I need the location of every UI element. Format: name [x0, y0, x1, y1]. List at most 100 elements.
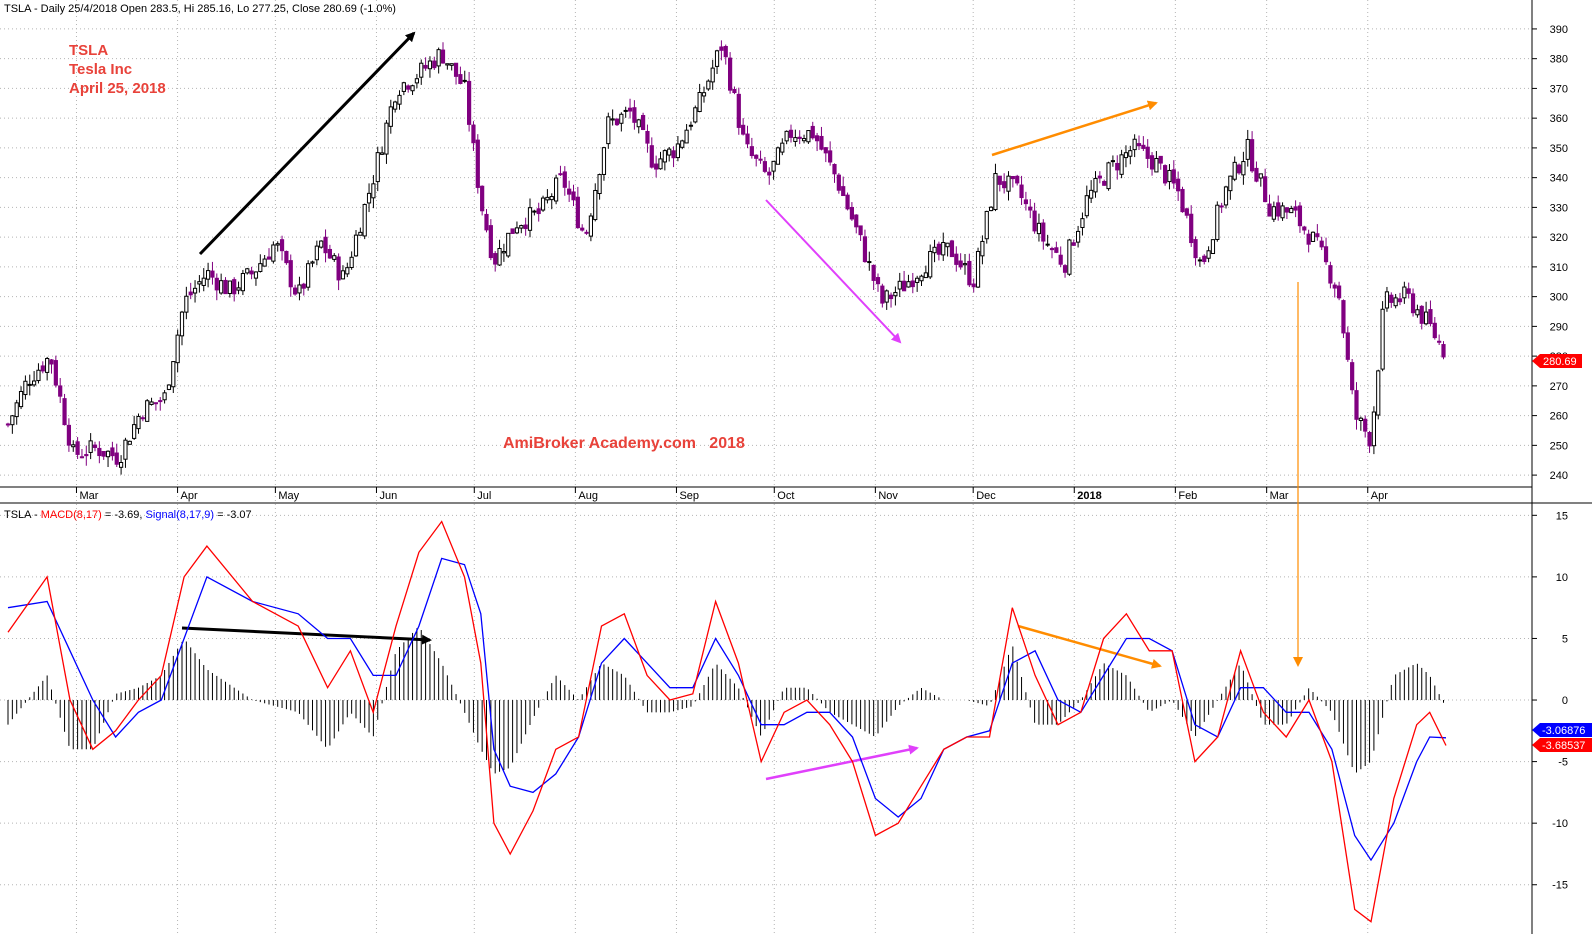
candle-body	[1119, 154, 1124, 175]
candle-body	[1141, 144, 1146, 149]
candle-body	[1158, 155, 1163, 164]
candle	[723, 44, 728, 65]
candle	[936, 241, 941, 261]
candle	[775, 146, 781, 165]
candle-body	[1406, 288, 1411, 294]
candle	[667, 146, 672, 162]
candle	[175, 329, 180, 373]
candle-body	[427, 60, 433, 70]
candle	[1289, 205, 1294, 214]
candle	[562, 166, 567, 196]
candle-body	[1424, 311, 1429, 325]
candle-body	[1128, 150, 1133, 157]
candle-body	[136, 415, 141, 430]
candle	[497, 239, 502, 266]
candle-body	[406, 85, 411, 90]
candle	[1058, 246, 1063, 268]
candle-body	[162, 392, 167, 401]
candle-body	[332, 255, 337, 260]
candle	[105, 450, 111, 468]
price-orange-uptrend-arrow	[991, 100, 1158, 157]
candle-body	[1289, 208, 1294, 214]
candle-body	[1202, 255, 1207, 262]
macd-purple-divergence-arrow	[765, 744, 919, 781]
candle-body	[32, 380, 37, 386]
candle	[88, 433, 93, 460]
candle-body	[1258, 173, 1263, 179]
candle	[32, 371, 37, 387]
candle	[1428, 300, 1433, 327]
candle	[166, 384, 172, 391]
candle	[75, 437, 80, 459]
candle	[1176, 171, 1181, 201]
candle	[1254, 161, 1259, 183]
macd-header-name: MACD(8,17)	[41, 509, 102, 521]
candle-body	[175, 334, 180, 364]
candle	[915, 275, 920, 292]
candle	[353, 230, 359, 257]
candle	[1132, 134, 1137, 158]
candle-body	[1010, 175, 1015, 180]
candle	[1010, 175, 1015, 188]
candle-body	[1380, 308, 1385, 370]
candle	[140, 415, 145, 422]
candle-body	[197, 281, 202, 285]
price-y-tick-label: 290	[1550, 321, 1568, 333]
candle-body	[1080, 218, 1085, 229]
candle	[1284, 207, 1290, 220]
candle-body	[1154, 157, 1159, 173]
candle	[771, 160, 776, 180]
candle	[440, 42, 446, 64]
candle	[536, 202, 541, 222]
candle	[97, 441, 102, 464]
candle-body	[680, 140, 685, 148]
x-tick-label: Feb	[1178, 490, 1197, 502]
candle-body	[610, 118, 615, 121]
candle	[867, 251, 872, 271]
candle-body	[1397, 298, 1403, 303]
candle-body	[423, 64, 428, 69]
candle-body	[775, 147, 781, 165]
candle	[549, 193, 554, 210]
price-y-tick-label: 320	[1550, 232, 1568, 244]
candle	[1245, 129, 1250, 167]
candle-body	[919, 275, 924, 282]
candle	[680, 139, 685, 150]
candle	[284, 250, 289, 265]
candle	[575, 186, 580, 229]
candle	[606, 112, 611, 149]
macd-black-divergence-arrow	[181, 626, 432, 645]
candle	[445, 63, 450, 70]
candle-body	[1032, 210, 1037, 232]
candle	[693, 105, 698, 124]
candle-body	[758, 158, 763, 161]
candle	[1223, 185, 1229, 209]
candle	[1215, 201, 1220, 242]
candle-body	[645, 130, 650, 144]
candle-body	[149, 401, 154, 405]
candle	[410, 84, 415, 96]
signal-value-tag: -3.06876	[1532, 723, 1592, 737]
candle	[745, 125, 750, 149]
candle	[1128, 145, 1133, 165]
candle	[1337, 281, 1342, 301]
candle-body	[1036, 222, 1042, 235]
candle-body	[1041, 222, 1046, 242]
candle	[79, 449, 85, 459]
candle	[249, 266, 254, 280]
candle-body	[997, 175, 1002, 185]
candle-body	[362, 203, 367, 237]
price-uptrend-arrow	[198, 31, 416, 256]
candle-body	[1054, 247, 1059, 253]
candle	[688, 121, 694, 131]
candle	[614, 118, 620, 126]
candle	[327, 244, 332, 259]
candle-body	[353, 234, 359, 257]
candle	[910, 272, 915, 294]
candle	[1376, 369, 1381, 420]
candle-body	[623, 109, 628, 112]
candle-body	[1023, 199, 1029, 205]
candle	[1136, 135, 1142, 151]
candle	[119, 455, 124, 475]
